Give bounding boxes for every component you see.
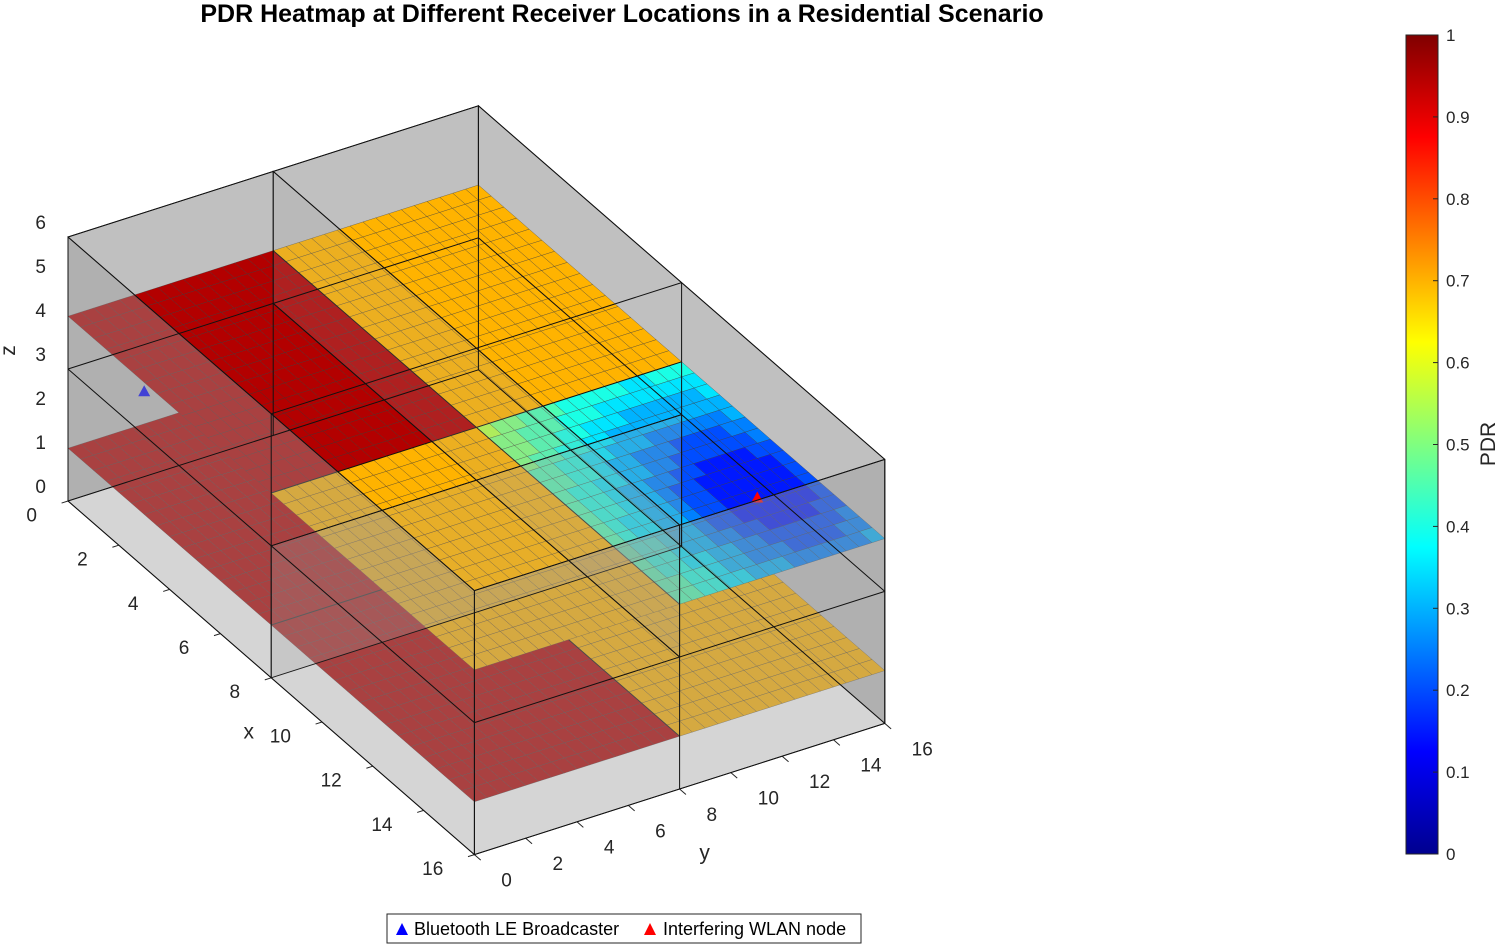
y-tick	[576, 821, 584, 828]
x-tick	[467, 854, 475, 858]
z-tick-label: 6	[35, 213, 46, 234]
x-tick	[213, 633, 221, 637]
x-tick	[366, 765, 373, 769]
y-tick-label: 8	[706, 805, 717, 826]
colorbar-tick-label: 0.4	[1446, 517, 1470, 536]
y-tick	[833, 739, 841, 746]
y-axis-label: y	[699, 842, 710, 865]
y-tick-label: 12	[809, 772, 830, 793]
y-tick-label: 10	[758, 788, 779, 809]
x-tick	[315, 721, 323, 725]
x-tick-label: 4	[128, 594, 139, 615]
x-axis-label: x	[244, 720, 255, 743]
z-tick-label: 3	[35, 345, 46, 366]
x-tick-label: 0	[26, 505, 37, 526]
x-tick	[163, 588, 170, 592]
legend-entry-broadcaster: Bluetooth LE Broadcaster	[414, 919, 619, 939]
x-tick-label: 2	[77, 550, 88, 571]
colorbar-tick-label: 0.3	[1446, 599, 1470, 618]
colorbar-tick-label: 0.9	[1446, 108, 1470, 127]
colorbar-label: PDR	[1477, 422, 1500, 466]
legend-entry-wlan: Interfering WLAN node	[663, 919, 846, 939]
x-tick-label: 10	[270, 726, 291, 747]
y-tick	[730, 772, 738, 779]
z-tick-label: 1	[35, 433, 46, 454]
x-tick	[112, 544, 119, 548]
colorbar-tick-label: 0.8	[1446, 190, 1470, 209]
z-tick-label: 4	[35, 301, 46, 322]
y-tick	[525, 837, 533, 845]
colorbar: 0 0.1 0.2 0.3 0.4 0.5 0.6 0.7 0.8 0.9 1 PDR	[1405, 26, 1500, 864]
floor-2-heatmap	[67, 184, 886, 671]
z-tick-label: 5	[35, 257, 46, 278]
y-tick-label: 14	[860, 756, 882, 777]
z-tick-label: 2	[35, 389, 46, 410]
x-tick	[61, 500, 69, 504]
colorbar-tick-label: 0.7	[1446, 272, 1470, 291]
colorbar-tick-label: 1	[1446, 26, 1455, 45]
colorbar-tick-label: 0.2	[1446, 681, 1470, 700]
y-tick-label: 0	[501, 870, 512, 891]
y-tick	[474, 854, 482, 861]
y-tick	[679, 788, 687, 795]
colorbar-tick-label: 0	[1446, 845, 1455, 864]
x-tick-label: 12	[321, 771, 342, 792]
colorbar-tick-label: 0.5	[1446, 436, 1470, 455]
y-tick-label: 6	[655, 821, 666, 842]
y-tick	[781, 755, 789, 763]
chart-title: PDR Heatmap at Different Receiver Locati…	[200, 0, 1043, 28]
x-tick-label: 14	[371, 815, 393, 836]
z-axis-label: z	[0, 345, 20, 356]
y-tick	[884, 723, 892, 730]
y-tick	[627, 805, 635, 812]
colorbar-tick-label: 0.1	[1446, 763, 1470, 782]
legend: Bluetooth LE Broadcaster Interfering WLA…	[386, 913, 862, 944]
x-tick	[417, 809, 424, 813]
y-tick-label: 2	[553, 854, 564, 875]
y-tick-label: 16	[912, 739, 933, 760]
x-tick-label: 8	[230, 682, 241, 703]
plot-axes-3d: 024681012141602468101214160123456xyz	[0, 104, 933, 891]
z-tick-label: 0	[35, 477, 46, 498]
colorbar-tick-label: 0.6	[1446, 354, 1470, 373]
x-tick-label: 6	[179, 638, 190, 659]
y-tick-label: 4	[604, 838, 615, 859]
x-tick-label: 16	[422, 859, 443, 880]
x-tick	[264, 677, 272, 681]
